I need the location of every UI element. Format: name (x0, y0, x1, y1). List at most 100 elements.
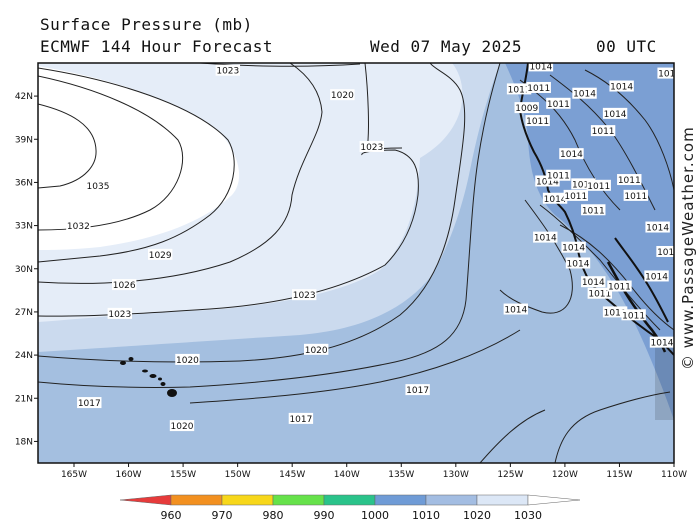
contour-label-bg (602, 107, 628, 119)
contour-label-text: 1014 (646, 224, 669, 234)
contour-label-bg (644, 270, 669, 282)
contour-label-bg (77, 397, 102, 409)
contour-label-text: 1011 (587, 182, 610, 192)
contour-label-text: 1011 (624, 192, 647, 202)
contour-label-bg (535, 175, 560, 187)
contour-label-bg (506, 83, 532, 95)
contour-label-bg (609, 80, 634, 92)
contour-label: 1011 (623, 189, 649, 202)
contour-label-bg (546, 97, 571, 109)
contour-label-text: 1020 (176, 356, 199, 366)
contour-label-bg (542, 192, 568, 204)
colorbar-max-arrow (527, 494, 581, 506)
colorbar-segment (323, 494, 376, 506)
lon-tick-label: 125W (497, 470, 523, 480)
contour-label-bg (572, 87, 597, 99)
contour-label: 1011 (506, 83, 532, 95)
contour-label: 1014 (559, 148, 584, 160)
lon-tick-label: 145W (279, 470, 305, 480)
isobar-1023 (38, 149, 419, 317)
map-field: 1023 1020 1023 1035 1032 1029 1026 1023 1023 1020… (38, 63, 680, 463)
contour-label: 1023 (291, 289, 317, 301)
contour-label: 1011 (546, 97, 571, 110)
contour-label-bg (649, 336, 674, 348)
forecast-model-label: ECMWF 144 Hour Forecast (40, 37, 274, 56)
contour-label-text: 1009 (515, 104, 538, 114)
contour-label-bg (587, 287, 613, 299)
contour-label: 1014 (581, 276, 606, 288)
contour-label-bg (528, 63, 554, 72)
colorbar-segment (272, 494, 325, 506)
contour-label: 1014 (542, 192, 568, 205)
contour-label-text: 1014 (504, 306, 527, 316)
map-frame (37, 62, 675, 464)
contour-label: 1009 (514, 102, 539, 114)
contour-label: 1011 (621, 309, 646, 321)
contour-label-text: 1023 (216, 67, 239, 77)
contour-label-text: 1011 (604, 308, 627, 318)
contour-label: 1014 (565, 257, 591, 270)
colorbar-label: 1010 (412, 509, 440, 522)
lon-tick-label: 160W (116, 470, 142, 480)
contour-label-text: 1026 (113, 281, 136, 291)
contour-label-text: 1011 (618, 176, 641, 186)
gulf-of-california-coast (614, 237, 669, 323)
contour-label-bg (303, 343, 329, 355)
contour-label-bg (561, 241, 586, 253)
lon-tick-label: 150W (225, 470, 251, 480)
isobar-1035 (38, 103, 97, 189)
contour-label: 1011 (586, 179, 611, 192)
mainland-mexico-fill (655, 340, 674, 420)
isobar-1014-south (479, 409, 546, 463)
isobar-1029 (38, 67, 235, 263)
contour-label-text: 1020 (305, 346, 328, 356)
north-america-coastline (518, 63, 674, 356)
lon-tick-label: 135W (388, 470, 414, 480)
contour-label-text: 1014 (604, 110, 627, 120)
isobar-1014-east (554, 391, 671, 463)
contour-label-text: 1011 (592, 127, 615, 137)
contour-label-text: 1014 (657, 248, 680, 258)
lat-tick-label: 33N (15, 222, 33, 232)
longitude-axis: 165W 160W 155W 150W 145W 140W 135W 130W 125W 120W… (61, 463, 687, 480)
contour-label-bg (563, 189, 589, 201)
latitude-axis: 42N 39N 36N 33N 30N 27N 24N 21N 18N (15, 92, 38, 447)
contour-label-bg (503, 303, 529, 315)
contour-label-text: 1017 (289, 415, 312, 425)
lat-tick-label: 18N (15, 437, 33, 447)
contour-label-text: 1011 (582, 206, 605, 216)
contour-label-text: 1023 (293, 291, 316, 301)
lon-tick-label: 110W (661, 470, 687, 480)
contour-label-text: 1014 (560, 150, 583, 160)
contour-label-text: 1014 (562, 244, 585, 254)
contour-label-text: 1014 (582, 278, 605, 288)
contour-label-text: 1011 (588, 290, 611, 300)
contour-label-text: 1014 (645, 272, 668, 282)
contour-label: 1023 (107, 307, 133, 320)
pressure-colorbar: 960 970 980 990 1000 1010 1020 1030 (119, 494, 581, 522)
contour-label-text: 1014 (610, 83, 633, 93)
contour-label: 1014 (649, 336, 674, 349)
contour-label: 1014 (533, 231, 558, 244)
contour-label-bg (581, 204, 606, 216)
contour-label-text: 1011 (508, 85, 531, 95)
colorbar-min-arrow (119, 494, 172, 506)
contour-label: 1023 (215, 64, 241, 77)
contour-label-bg (657, 67, 674, 79)
forecast-date: Wed 07 May 2025 (370, 37, 522, 56)
contour-label-bg (169, 420, 195, 432)
hawaii-islands (120, 357, 177, 397)
contour-label-text: 1017 (406, 386, 429, 396)
contour-label-bg (147, 248, 173, 260)
contour-label: 1011 (587, 287, 613, 300)
lat-tick-label: 36N (15, 178, 33, 188)
contour-label: 1014 (561, 241, 586, 254)
contour-label-bg (66, 220, 91, 232)
contour-label: 1011 (590, 125, 616, 137)
contour-label-text: 1023 (360, 143, 383, 153)
contour-label: 1014 (656, 245, 680, 258)
contour-label-text: 1035 (87, 182, 110, 192)
contour-label-text: 1020 (171, 422, 194, 432)
contour-label-bg (645, 221, 670, 233)
contour-label: 1011 (526, 81, 551, 94)
